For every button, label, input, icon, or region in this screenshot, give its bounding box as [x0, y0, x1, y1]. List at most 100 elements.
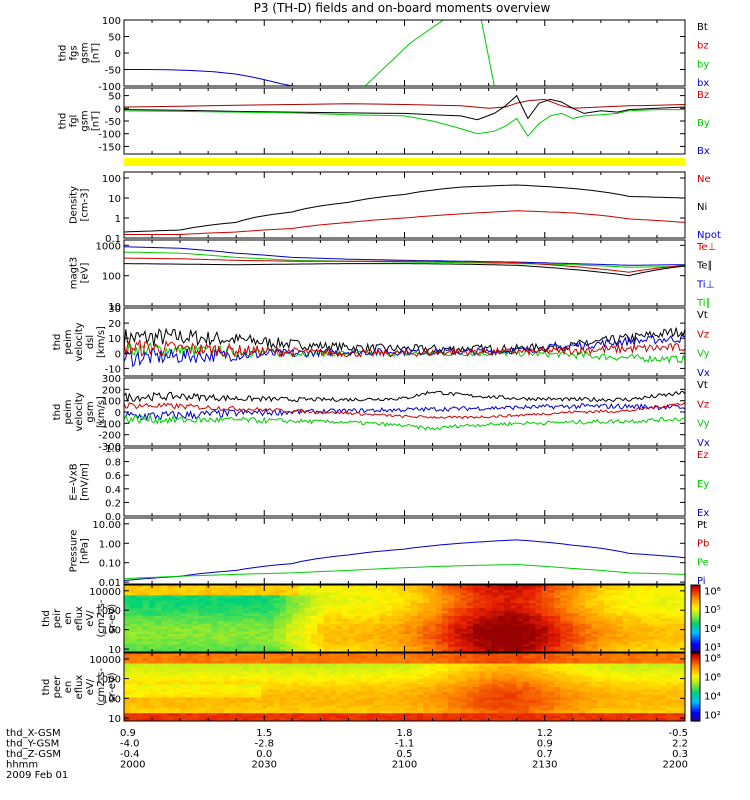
- spectrogram-cell: [217, 621, 225, 625]
- spectrogram-cell: [423, 610, 430, 614]
- spectrogram-cell: [429, 621, 437, 625]
- spectrogram-cell: [304, 684, 312, 688]
- spectrogram-cell: [142, 702, 150, 706]
- spectrogram-cell: [236, 707, 243, 712]
- spectrogram-cell: [373, 705, 381, 709]
- spectrogram-cell: [173, 628, 181, 632]
- y-tick-label: 0.2: [105, 498, 121, 509]
- spectrogram-cell: [504, 600, 511, 604]
- spectrogram-cell: [317, 608, 324, 612]
- spectrogram-cell: [148, 590, 156, 594]
- spectrogram-cell: [610, 636, 617, 640]
- spectrogram-cell: [367, 603, 374, 607]
- spectrogram-cell: [248, 615, 256, 620]
- spectrogram-cell: [547, 671, 555, 675]
- spectrogram-cell: [261, 592, 268, 596]
- spectrogram-cell: [410, 626, 418, 630]
- spectrogram-cell: [522, 597, 530, 602]
- spectrogram-cell: [585, 623, 593, 627]
- spectrogram-cell: [379, 608, 387, 612]
- spectrogram-cell: [529, 684, 536, 688]
- spectrogram-cell: [148, 587, 156, 591]
- spectrogram-cell: [261, 707, 268, 712]
- spectrogram-cell: [192, 710, 200, 714]
- spectrogram-cell: [429, 636, 437, 640]
- spectrogram-cell: [554, 631, 561, 635]
- spectrogram-cell: [286, 684, 293, 688]
- y-tick-label: -100: [98, 82, 121, 93]
- spectrogram-cell: [279, 687, 287, 691]
- spectrogram-cell: [604, 615, 611, 620]
- spectrogram-cell: [591, 626, 599, 630]
- spectrogram-cell: [485, 613, 493, 617]
- spectrogram-cell: [223, 660, 231, 664]
- spectrogram-cell: [267, 692, 275, 696]
- spectrogram-cell: [348, 636, 356, 640]
- spectrogram-cell: [379, 631, 387, 635]
- spectrogram-cell: [660, 587, 667, 591]
- spectrogram-cell: [373, 587, 381, 591]
- spectrogram-cell: [304, 618, 312, 622]
- spectrogram-cell: [429, 663, 437, 667]
- colorbar-cell: [691, 600, 700, 604]
- spectrogram-cell: [448, 590, 455, 594]
- spectrogram-cell: [678, 615, 685, 620]
- spectrogram-cell: [230, 639, 237, 643]
- spectrogram-cell: [230, 681, 237, 685]
- spectrogram-cell: [616, 649, 624, 652]
- spectrogram-cell: [155, 671, 162, 675]
- spectrogram-cell: [635, 608, 642, 612]
- spectrogram-cell: [510, 628, 518, 632]
- spectrogram-cell: [473, 671, 480, 675]
- spectrogram-cell: [392, 689, 399, 693]
- spectrogram-cell: [485, 681, 493, 685]
- spectrogram-cell: [491, 653, 499, 657]
- spectrogram-cell: [591, 663, 599, 667]
- spectrogram-cell: [230, 705, 237, 709]
- spectrogram-cell: [124, 587, 131, 591]
- spectrogram-cell: [148, 641, 156, 645]
- spectrogram-cell: [510, 653, 518, 657]
- spectrogram-cell: [348, 603, 356, 607]
- spectrogram-cell: [298, 694, 306, 698]
- spectrogram-cell: [435, 636, 443, 640]
- spectrogram-cell: [192, 634, 200, 638]
- spectrogram-cell: [560, 595, 568, 599]
- spectrogram-cell: [348, 707, 356, 712]
- spectrogram-cell: [192, 646, 200, 650]
- spectrogram-cell: [367, 705, 374, 709]
- spectrogram-cell: [242, 631, 250, 635]
- spectrogram-cell: [635, 621, 642, 625]
- spectrogram-cell: [236, 676, 243, 680]
- spectrogram-cell: [142, 718, 150, 721]
- spectrogram-cell: [155, 679, 162, 683]
- spectrogram-cell: [491, 700, 499, 704]
- spectrogram-cell: [242, 592, 250, 596]
- spectrogram-cell: [317, 597, 324, 602]
- spectrogram-cell: [367, 636, 374, 640]
- spectrogram-cell: [205, 687, 212, 691]
- spectrogram-cell: [541, 702, 549, 706]
- spectrogram-cell: [579, 644, 586, 648]
- spectrogram-cell: [429, 707, 437, 712]
- spectrogram-cell: [604, 628, 611, 632]
- spectrogram-cell: [217, 603, 225, 607]
- spectrogram-cell: [504, 634, 511, 638]
- spectrogram-cell: [441, 671, 449, 675]
- spectrogram-cell: [429, 694, 437, 698]
- spectrogram-cell: [236, 687, 243, 691]
- spectrogram-cell: [298, 707, 306, 712]
- spectrogram-cell: [435, 639, 443, 643]
- spectrogram-cell: [423, 605, 430, 609]
- spectrogram-cell: [304, 687, 312, 691]
- spectrogram-cell: [186, 679, 194, 683]
- spectrogram-cell: [417, 715, 424, 719]
- spectrogram-cell: [628, 592, 636, 596]
- spectrogram-cell: [124, 597, 131, 602]
- spectrogram-cell: [516, 660, 524, 664]
- spectrogram-cell: [348, 618, 356, 622]
- spectrogram-cell: [136, 587, 144, 591]
- spectrogram-cell: [554, 713, 561, 717]
- spectrogram-cell: [579, 597, 586, 602]
- spectrogram-cell: [560, 605, 568, 609]
